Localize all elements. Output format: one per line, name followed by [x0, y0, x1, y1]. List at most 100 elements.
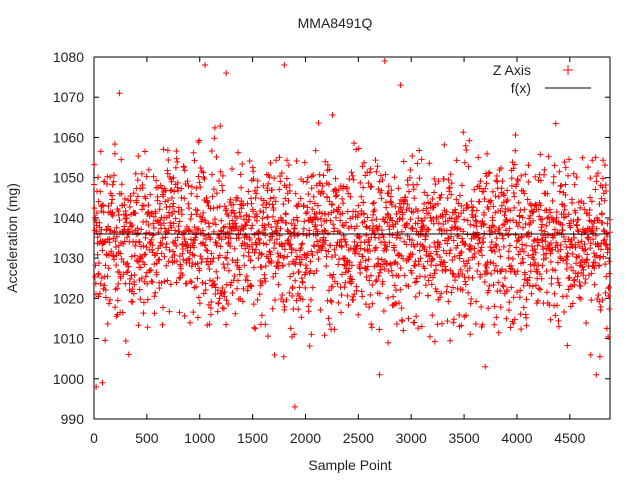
data-point — [178, 265, 185, 272]
data-point — [160, 146, 167, 153]
data-point — [427, 214, 434, 221]
data-point — [294, 217, 301, 224]
x-axis-label: Sample Point — [308, 457, 391, 473]
data-point — [132, 242, 139, 249]
data-point — [304, 250, 311, 257]
data-point — [178, 211, 185, 218]
data-point — [361, 159, 368, 166]
data-point — [144, 280, 151, 287]
data-point — [491, 267, 498, 274]
data-point — [154, 193, 161, 200]
data-point — [275, 259, 282, 266]
data-point — [102, 287, 109, 294]
data-point — [262, 321, 269, 328]
data-point — [215, 300, 222, 307]
data-point — [550, 179, 557, 186]
data-point — [582, 275, 589, 282]
data-point — [334, 192, 341, 199]
data-point — [116, 90, 123, 97]
data-point — [101, 178, 108, 185]
plot-frame — [93, 56, 611, 420]
data-point — [298, 241, 305, 248]
data-point — [131, 252, 138, 259]
data-point — [376, 223, 383, 230]
data-point — [366, 304, 373, 311]
data-point — [527, 261, 534, 268]
data-point — [466, 242, 473, 249]
data-point — [220, 305, 227, 312]
data-point — [469, 214, 476, 221]
data-point — [167, 281, 174, 288]
data-point — [311, 243, 318, 250]
data-point — [538, 275, 545, 282]
data-point — [476, 183, 483, 190]
data-point — [337, 217, 344, 224]
data-point — [210, 220, 217, 227]
data-point — [357, 259, 364, 266]
data-point — [435, 178, 442, 185]
data-point — [163, 262, 170, 269]
data-point — [563, 254, 570, 261]
data-point — [95, 260, 102, 267]
data-point — [550, 173, 557, 180]
data-point — [332, 251, 339, 258]
data-point — [368, 321, 375, 328]
data-point — [423, 205, 430, 212]
data-point — [204, 247, 211, 254]
data-point — [130, 190, 137, 197]
data-point — [384, 294, 391, 301]
data-point — [460, 228, 467, 235]
data-point — [553, 239, 560, 246]
data-point — [348, 262, 355, 269]
data-point — [564, 250, 571, 257]
data-point — [288, 220, 295, 227]
data-point — [312, 147, 319, 154]
data-point — [105, 223, 112, 230]
data-point — [433, 214, 440, 221]
data-point — [103, 226, 110, 233]
data-point — [126, 280, 133, 287]
data-point — [233, 214, 240, 221]
data-point — [338, 244, 345, 251]
data-point — [190, 244, 197, 251]
data-point — [354, 242, 361, 249]
data-point — [360, 199, 367, 206]
data-point — [185, 205, 192, 212]
data-point — [563, 265, 570, 272]
data-point — [113, 233, 120, 240]
data-point — [150, 173, 157, 180]
data-point — [503, 198, 510, 205]
data-point — [439, 213, 446, 220]
data-point — [353, 287, 360, 294]
data-point — [312, 222, 319, 229]
data-point — [304, 174, 311, 181]
data-point — [503, 315, 510, 322]
data-point — [587, 175, 594, 182]
data-point — [537, 151, 544, 158]
data-point — [523, 322, 530, 329]
data-point — [528, 243, 535, 250]
data-point — [606, 270, 613, 277]
data-point — [120, 259, 127, 266]
data-point — [206, 277, 213, 284]
data-point — [245, 253, 252, 260]
x-tick-label: 3500 — [449, 430, 480, 446]
data-point — [258, 264, 265, 271]
data-point — [385, 183, 392, 190]
data-point — [389, 231, 396, 238]
data-point — [398, 204, 405, 211]
data-point — [127, 275, 134, 282]
data-point — [431, 175, 438, 182]
data-point — [137, 296, 144, 303]
data-point — [317, 190, 324, 197]
data-point — [517, 287, 524, 294]
data-point — [440, 247, 447, 254]
data-point — [599, 175, 606, 182]
data-point — [506, 299, 513, 306]
data-point — [287, 325, 294, 332]
data-point — [545, 231, 552, 238]
data-point — [587, 240, 594, 247]
data-point — [537, 216, 544, 223]
data-point — [544, 190, 551, 197]
data-point — [406, 205, 413, 212]
